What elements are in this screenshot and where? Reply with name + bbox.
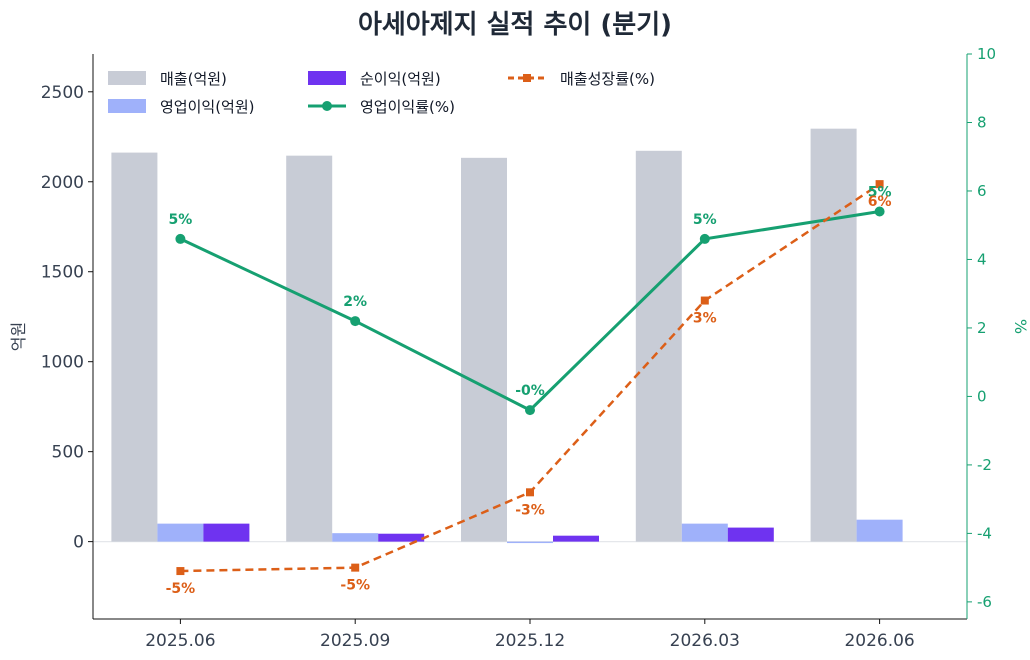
revenue-growth-data-label: 3%	[693, 311, 717, 327]
revenue-growth-point	[526, 488, 534, 497]
operating-margin-point	[874, 206, 885, 217]
legend-swatch	[108, 99, 146, 113]
operating-margin-data-label: 5%	[169, 212, 193, 228]
revenue-growth-point	[700, 296, 709, 305]
operating-margin-point	[175, 233, 186, 244]
bar-revenue	[286, 155, 333, 542]
bar-revenue	[810, 128, 857, 542]
right-tick-label: 2	[977, 319, 987, 337]
legend-swatch	[308, 71, 346, 85]
operating-margin-point	[525, 405, 535, 416]
legend-label: 매출(억원)	[160, 70, 227, 88]
left-tick-label: 0	[73, 533, 84, 553]
y-axis-label: 억원	[9, 322, 28, 351]
bar-net-profit	[553, 535, 599, 542]
bar-operating-profit	[856, 519, 903, 542]
x-tick-label: 2026.06	[844, 631, 914, 651]
chart-title: 아세아제지 실적 추이 (분기)	[357, 10, 673, 40]
right-tick-label: -4	[977, 524, 992, 542]
revenue-growth-data-label: -5%	[166, 581, 196, 597]
legend: 매출(억원) 영업이익(억원) 순이익(억원) 영업이익률(%) 매출성장률(%)	[108, 70, 655, 116]
right-tick-label: -2	[977, 456, 992, 474]
left-tick-label: 500	[52, 443, 84, 463]
left-tick-label: 1500	[41, 263, 84, 283]
legend-label: 매출성장률(%)	[560, 70, 655, 88]
left-tick-label: 2000	[41, 173, 84, 193]
bar-revenue	[635, 150, 682, 542]
revenue-growth-point	[875, 180, 884, 189]
bar-operating-profit	[681, 523, 728, 542]
legend-label: 순이익(억원)	[360, 70, 441, 88]
right-tick-label: 4	[977, 250, 987, 268]
right-tick-label: -6	[977, 593, 992, 611]
data-labels: 5% 2% -0% 5% 5% -5% -5% -3% 3% 6%	[166, 185, 892, 598]
right-tick-label: 6	[977, 182, 987, 200]
x-tick-label: 2025.09	[320, 631, 390, 651]
axes: 0 500 1000 1500 2000 2500 -6 -4 -2 0 2 4 6 8 10 2025.06…	[9, 45, 1030, 651]
left-tick-label: 1000	[41, 353, 84, 373]
bars	[111, 128, 903, 544]
operating-margin-data-label: -0%	[515, 383, 545, 399]
bar-operating-profit	[332, 533, 379, 542]
operating-margin-point	[699, 233, 710, 244]
bar-net-profit	[727, 527, 774, 542]
y-right-axis-label: %	[1011, 319, 1030, 334]
right-tick-label: 10	[977, 45, 996, 63]
revenue-growth-point	[351, 563, 360, 572]
operating-margin-data-label: 5%	[868, 185, 892, 201]
legend-label: 영업이익률(%)	[360, 98, 455, 116]
right-tick-label: 8	[977, 113, 987, 131]
operating-margin-point	[350, 316, 361, 327]
bar-revenue	[111, 152, 158, 542]
bar-operating-profit	[157, 523, 204, 542]
x-tick-label: 2025.12	[495, 631, 565, 651]
x-tick-label: 2025.06	[145, 631, 215, 651]
bar-revenue	[461, 157, 507, 542]
right-tick-label: 0	[977, 387, 987, 405]
bar-net-profit	[378, 533, 425, 542]
legend-swatch	[108, 71, 146, 85]
revenue-growth-data-label: -5%	[340, 578, 370, 594]
legend-label: 영업이익(억원)	[160, 98, 255, 116]
revenue-growth-data-label: -3%	[515, 502, 545, 518]
revenue-growth-point	[176, 567, 185, 576]
revenue-growth-data-label: 6%	[868, 194, 892, 210]
operating-margin-data-label: 2%	[343, 294, 367, 310]
bar-net-profit	[203, 523, 250, 542]
left-tick-label: 2500	[41, 83, 84, 103]
lines	[175, 180, 885, 576]
x-tick-label: 2026.03	[670, 631, 740, 651]
legend-marker	[523, 74, 531, 82]
legend-marker	[322, 101, 332, 111]
bar-operating-profit	[507, 541, 553, 544]
operating-margin-data-label: 5%	[693, 212, 717, 228]
operating-margin-line	[179, 210, 880, 412]
